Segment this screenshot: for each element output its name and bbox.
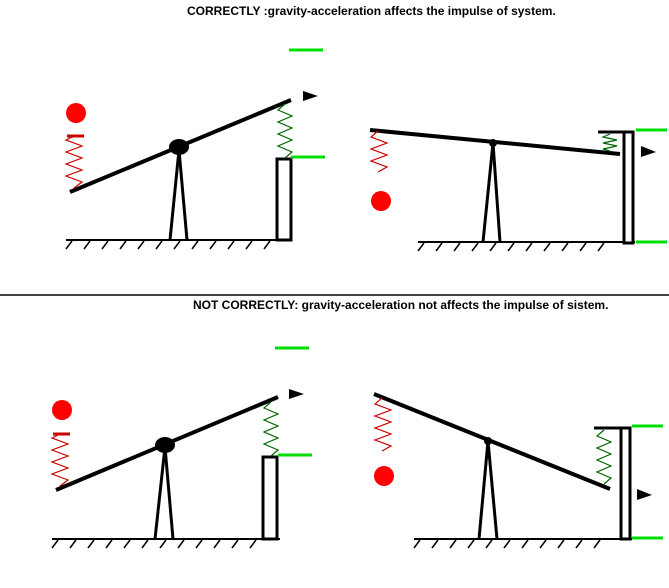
caption-correct: CORRECTLY :gravity-acceleration affects … [187, 4, 556, 18]
red-ball-icon [52, 400, 72, 420]
ground [417, 241, 635, 252]
pivot-icon [484, 437, 492, 445]
pivot-icon [169, 139, 189, 155]
post [261, 455, 279, 541]
spring-green [276, 103, 294, 159]
ground [413, 538, 632, 549]
seesaw-stand [481, 142, 502, 243]
ground [65, 239, 292, 250]
ground [51, 538, 280, 549]
spring-red [50, 433, 70, 487]
red-ball-icon [66, 103, 86, 123]
spring-green [262, 401, 280, 457]
seesaw-stand [168, 149, 189, 241]
post [275, 157, 293, 242]
spring-red [369, 130, 389, 173]
wall [622, 130, 635, 245]
red-ball-icon [371, 191, 391, 211]
red-ball-icon [374, 466, 394, 486]
wall [619, 426, 632, 541]
scene-bottom-right [373, 392, 663, 549]
spring-green [601, 133, 618, 152]
seesaw-stand [153, 446, 175, 540]
arrow-right-icon [637, 489, 652, 500]
scene-bottom-left [50, 346, 312, 549]
scene-top-left [64, 48, 325, 250]
pivot-icon [155, 437, 175, 453]
pivot-icon [489, 139, 497, 147]
spring-red [64, 135, 84, 189]
seesaw-lever [373, 392, 611, 491]
spring-green [595, 429, 613, 485]
seesaw-stand [477, 440, 499, 540]
arrow-right-icon [303, 91, 318, 101]
arrow-right-icon [289, 389, 304, 399]
arrow-right-icon [641, 146, 656, 157]
caption-not-correct: NOT CORRECTLY: gravity-acceleration not … [193, 298, 609, 312]
scene-top-right [369, 128, 667, 252]
spring-red [373, 397, 393, 452]
